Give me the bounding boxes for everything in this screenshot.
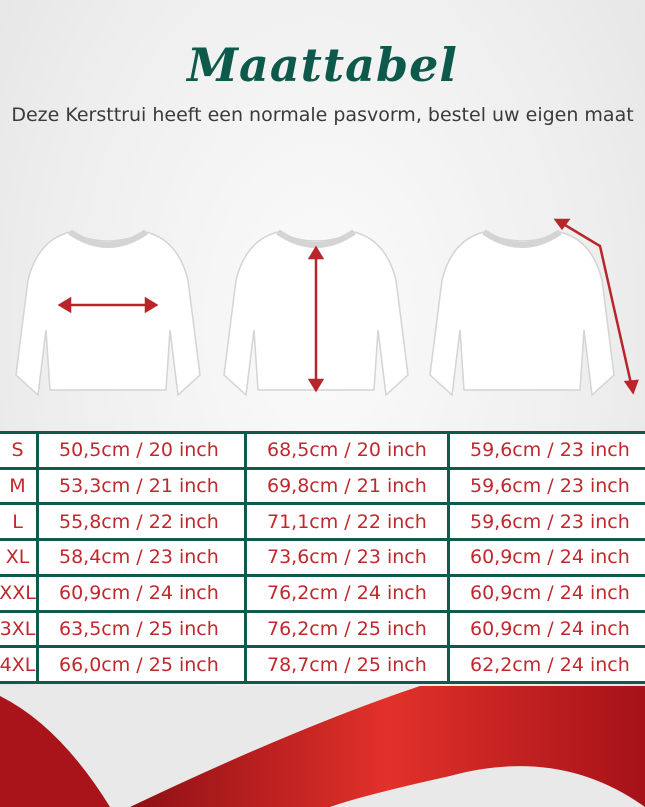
sleeve-cell: 60,9cm / 24 inch (447, 573, 645, 613)
table-row: 4XL 66,0cm / 25 inch 78,7cm / 25 inch 62,2c… (0, 645, 645, 684)
chest-cell: 55,8cm / 22 inch (36, 502, 247, 542)
sleeve-cell: 62,2cm / 24 inch (447, 645, 645, 684)
size-cell: 4XL (0, 645, 39, 684)
sleeve-cell: 59,6cm / 23 inch (447, 431, 645, 470)
size-cell: S (0, 431, 39, 470)
size-cell: 3XL (0, 609, 39, 649)
length-cell: 78,7cm / 25 inch (244, 645, 450, 684)
size-cell: L (0, 502, 39, 542)
chest-cell: 63,5cm / 25 inch (36, 609, 247, 649)
size-cell: M (0, 466, 39, 506)
length-cell: 71,1cm / 22 inch (244, 502, 450, 542)
sleeve-cell: 59,6cm / 23 inch (447, 466, 645, 506)
chest-cell: 58,4cm / 23 inch (36, 538, 247, 577)
size-table: S 50,5cm / 20 inch 68,5cm / 20 inch 59,6cm … (0, 431, 645, 684)
table-row: M 53,3cm / 21 inch 69,8cm / 21 inch 59,6cm … (0, 466, 645, 506)
table-row: XXL 60,9cm / 24 inch 76,2cm / 24 inch 60,9c… (0, 573, 645, 613)
length-cell: 73,6cm / 23 inch (244, 538, 450, 577)
fit-note: Deze Kersttrui heeft een normale pasvorm… (11, 104, 634, 126)
table-row: L 55,8cm / 22 inch 71,1cm / 22 inch 59,6cm … (0, 502, 645, 542)
page-title: Maattabel (187, 38, 458, 92)
ribbon-decoration (0, 686, 645, 807)
chest-cell: 60,9cm / 24 inch (36, 573, 247, 613)
table-row: XL 58,4cm / 23 inch 73,6cm / 23 inch 60,9cm… (0, 538, 645, 577)
size-cell: XXL (0, 573, 39, 613)
length-cell: 68,5cm / 20 inch (244, 431, 450, 470)
table-row: S 50,5cm / 20 inch 68,5cm / 20 inch 59,6cm … (0, 431, 645, 470)
chest-cell: 50,5cm / 20 inch (36, 431, 247, 470)
chest-cell: 53,3cm / 21 inch (36, 466, 247, 506)
table-row: 3XL 63,5cm / 25 inch 76,2cm / 25 inch 60,9c… (0, 609, 645, 649)
sleeve-cell: 59,6cm / 23 inch (447, 502, 645, 542)
length-cell: 76,2cm / 25 inch (244, 609, 450, 649)
sleeve-arrow-icon (559, 220, 634, 389)
length-cell: 69,8cm / 21 inch (244, 466, 450, 506)
sleeve-cell: 60,9cm / 24 inch (447, 538, 645, 577)
size-cell: XL (0, 538, 39, 577)
length-cell: 76,2cm / 24 inch (244, 573, 450, 613)
sweater-illustrations (0, 218, 639, 405)
sweater-chest-icon (16, 232, 200, 395)
chest-cell: 66,0cm / 25 inch (36, 645, 247, 684)
sweater-sleeve-icon (430, 232, 614, 395)
sleeve-cell: 60,9cm / 24 inch (447, 609, 645, 649)
